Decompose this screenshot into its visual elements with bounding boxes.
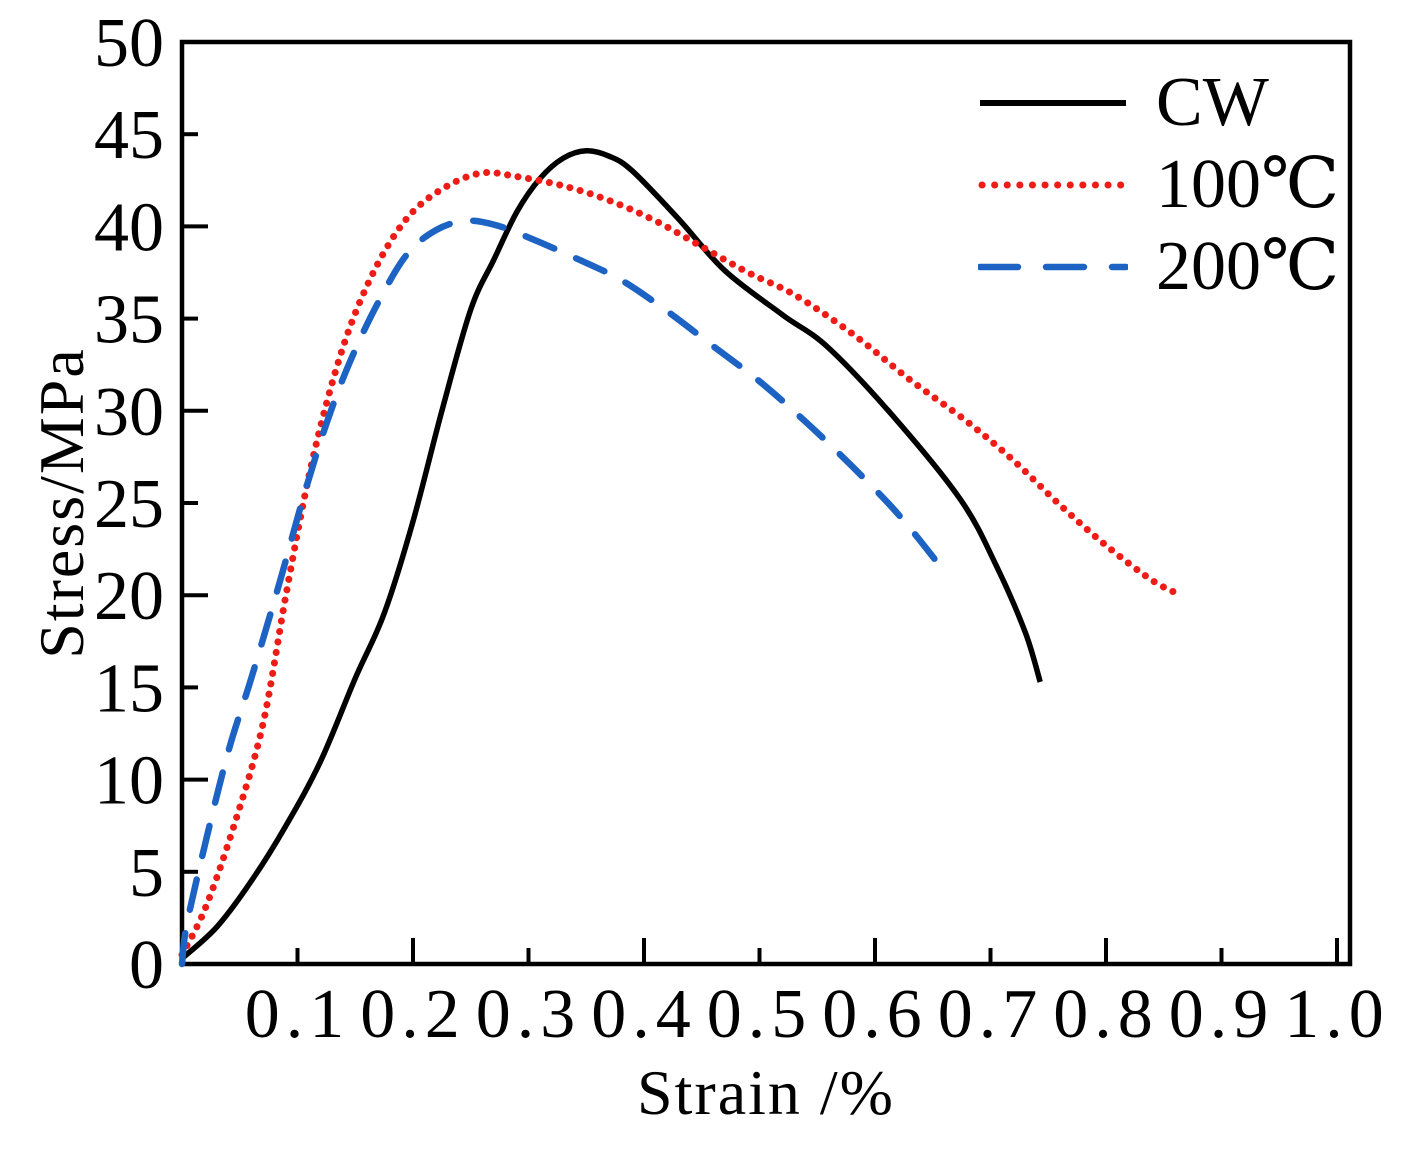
y-axis-tick-labels: 0 5 10 15 20 25 30 35 40 45 50: [94, 5, 164, 1004]
svg-text:0.3: 0.3: [476, 976, 582, 1053]
svg-text:35: 35: [94, 282, 164, 359]
svg-text:1.0: 1.0: [1284, 976, 1390, 1053]
y-axis-ticks: [184, 132, 208, 874]
svg-text:0.9: 0.9: [1169, 976, 1275, 1053]
series-line-0: [180, 148, 1043, 961]
legend-label-200c: 200℃: [1156, 228, 1340, 305]
x-axis-tick-labels: 0.1 0.2 0.3 0.4 0.5 0.6 0.7 0.8 0.9 1.0: [245, 976, 1390, 1053]
svg-text:25: 25: [94, 466, 164, 543]
svg-text:0.6: 0.6: [822, 976, 928, 1053]
svg-text:0.4: 0.4: [591, 976, 697, 1053]
legend-row-cw: CW: [978, 62, 1339, 144]
svg-text:50: 50: [94, 5, 164, 82]
y-axis-title: Stress/MPa: [25, 347, 97, 659]
svg-text:40: 40: [94, 189, 164, 266]
svg-text:0.5: 0.5: [707, 976, 813, 1053]
legend-line-sample-cw: [980, 100, 1126, 106]
svg-text:15: 15: [94, 650, 164, 727]
legend-row-200c: 200℃: [978, 226, 1339, 308]
svg-text:0.8: 0.8: [1053, 976, 1159, 1053]
legend-line-sample-100c: [978, 181, 1128, 189]
svg-text:0.1: 0.1: [245, 976, 351, 1053]
svg-text:0.7: 0.7: [938, 976, 1044, 1053]
svg-text:30: 30: [94, 374, 164, 451]
svg-text:20: 20: [94, 558, 164, 635]
svg-text:45: 45: [94, 97, 164, 174]
legend-line-sample-200c: [978, 263, 1128, 271]
x-axis-ticks: [295, 938, 1339, 962]
svg-text:0.2: 0.2: [360, 976, 466, 1053]
legend-row-100c: 100℃: [978, 144, 1339, 226]
series-line-1: [178, 169, 1185, 959]
x-axis-title: Strain /%: [637, 1057, 895, 1128]
legend-label-cw: CW: [1156, 64, 1269, 141]
svg-text:0: 0: [129, 927, 164, 1004]
legend-label-100c: 100℃: [1156, 146, 1340, 223]
svg-text:5: 5: [129, 835, 164, 912]
legend: CW 100℃ 200℃: [978, 62, 1339, 308]
series-lines: [178, 148, 1185, 968]
svg-text:10: 10: [94, 743, 164, 820]
series-line-2: [178, 217, 942, 968]
plot-frame: [179, 39, 1353, 967]
